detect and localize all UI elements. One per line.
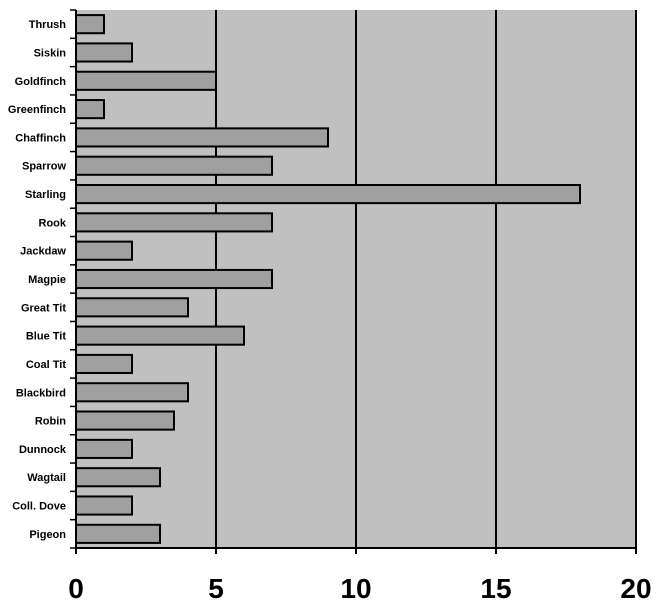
bar (75, 382, 189, 403)
category-label: Blue Tit (26, 331, 66, 343)
category-label: Great Tit (21, 302, 66, 314)
bars (75, 14, 581, 544)
x-tick-label: 20 (620, 573, 651, 604)
bar (75, 99, 105, 120)
bar (75, 438, 133, 459)
bar (75, 183, 581, 205)
category-labels: Thrush Siskin Goldfinch Greenfinch Chaffinch… (8, 19, 67, 541)
category-label: Robin (35, 416, 66, 428)
category-label: Coll. Dove (12, 501, 66, 513)
category-label: Goldfinch (15, 76, 67, 88)
category-label: Jackdaw (20, 246, 66, 258)
bar (75, 240, 133, 261)
category-label: Pigeon (29, 529, 66, 541)
category-label: Wagtail (27, 472, 66, 484)
bar (75, 70, 217, 91)
bar (75, 297, 189, 318)
x-tick-label: 15 (480, 573, 511, 604)
x-tick-label: 10 (340, 573, 371, 604)
bar (75, 14, 105, 35)
category-label: Siskin (34, 47, 67, 59)
bar (75, 268, 273, 290)
x-tick-labels: 0 5 10 15 20 (68, 573, 651, 604)
category-label: Chaffinch (15, 132, 66, 144)
bar (75, 42, 133, 63)
bar (75, 155, 273, 176)
category-label: Greenfinch (8, 104, 66, 116)
bar (75, 495, 133, 516)
x-tick-label: 0 (68, 573, 84, 604)
x-tick-label: 5 (208, 573, 224, 604)
bar (75, 127, 329, 148)
bar (75, 353, 133, 375)
bar (75, 410, 175, 431)
bar (75, 467, 161, 488)
category-label: Magpie (28, 274, 66, 286)
category-label: Rook (39, 217, 67, 229)
category-label: Starling (25, 189, 66, 201)
category-label: Blackbird (16, 387, 66, 399)
bar (75, 523, 161, 544)
bar (75, 325, 245, 346)
category-label: Dunnock (19, 444, 67, 456)
axes (70, 9, 637, 554)
bar (75, 212, 273, 233)
category-label: Thrush (29, 19, 67, 31)
grid-lines (215, 10, 637, 548)
category-label: Sparrow (22, 161, 66, 173)
category-label: Coal Tit (26, 359, 66, 371)
